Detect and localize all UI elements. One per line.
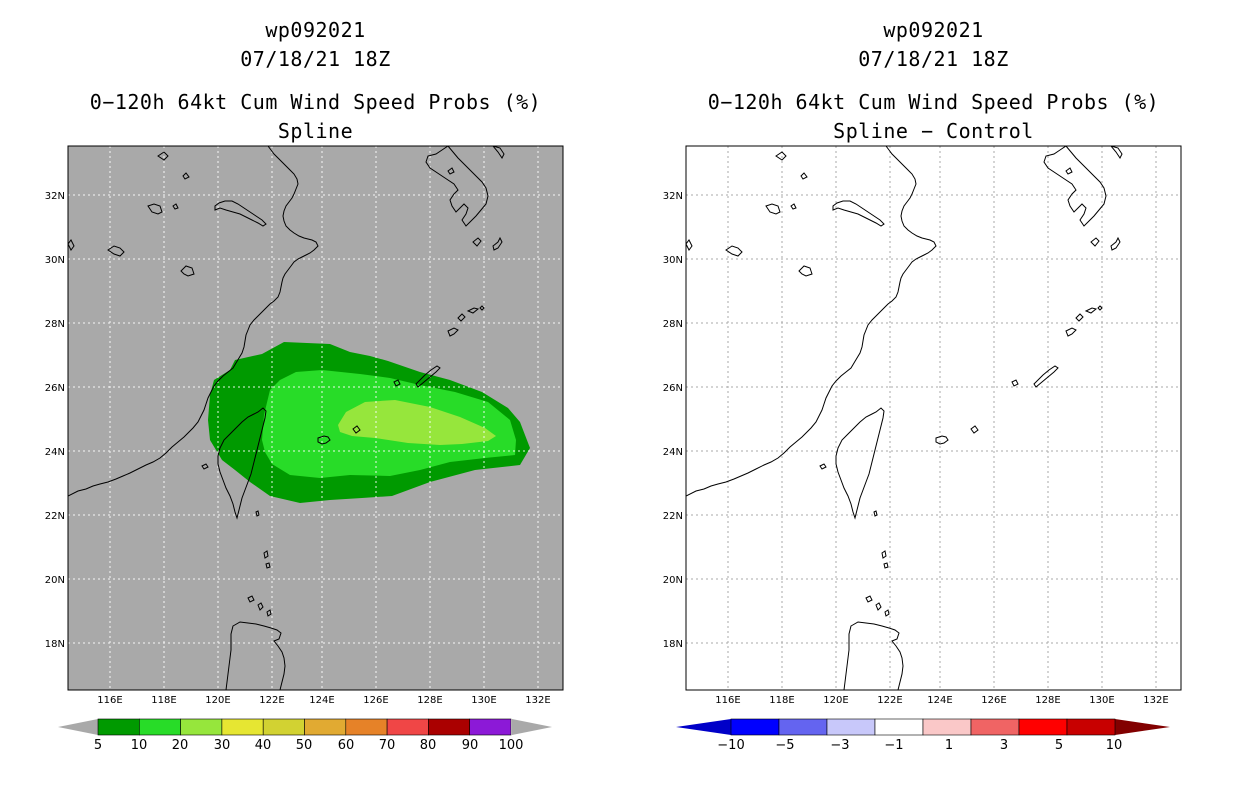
lon-label: 124E [927, 695, 952, 706]
lat-label: 22N [45, 511, 65, 522]
colorbar-label: 5 [1055, 738, 1063, 753]
lat-label: 28N [663, 319, 683, 330]
lon-label: 126E [363, 695, 388, 706]
lat-label: 24N [45, 447, 65, 458]
lat-label: 28N [45, 319, 65, 330]
lon-label: 122E [259, 695, 284, 706]
colorbar-label: 30 [214, 738, 231, 753]
lon-label: 130E [1089, 695, 1114, 706]
colorbar-swatch [345, 718, 388, 736]
left-colorbar-low-arrow [58, 719, 98, 735]
lon-label: 132E [1143, 695, 1168, 706]
lat-label: 30N [45, 255, 65, 266]
colorbar-label: 60 [338, 738, 355, 753]
lat-label: 20N [663, 575, 683, 586]
right-storm-id: wp092021 [883, 18, 984, 42]
right-datetime: 07/18/21 18Z [858, 47, 1009, 71]
colorbar-label: −10 [717, 738, 744, 753]
colorbar-swatch [221, 718, 264, 736]
lon-label: 120E [823, 695, 848, 706]
colorbar-label: 70 [379, 738, 396, 753]
colorbar-swatch [730, 718, 780, 736]
lon-label: 128E [1035, 695, 1060, 706]
lat-label: 32N [45, 191, 65, 202]
left-datetime: 07/18/21 18Z [240, 47, 391, 71]
lat-label: 20N [45, 575, 65, 586]
colorbar-swatch [922, 718, 972, 736]
lon-label: 116E [715, 695, 740, 706]
right-colorbar: −10 −5 −3 −1 1 3 5 10 [676, 718, 1170, 753]
right-map-frame [685, 145, 1182, 691]
colorbar-label: 100 [499, 738, 524, 753]
colorbar-swatch [428, 718, 470, 736]
colorbar-swatch [386, 718, 429, 736]
lon-label: 116E [97, 695, 122, 706]
lon-label: 128E [417, 695, 442, 706]
lat-label: 26N [45, 383, 65, 394]
lon-label: 118E [769, 695, 794, 706]
left-colorbar-high-arrow [512, 719, 552, 735]
lat-label: 26N [663, 383, 683, 394]
left-storm-id: wp092021 [265, 18, 366, 42]
colorbar-label: −3 [830, 738, 849, 753]
colorbar-swatch [826, 718, 876, 736]
colorbar-swatch [1066, 718, 1116, 736]
lon-label: 118E [151, 695, 176, 706]
left-gridlines [68, 146, 563, 690]
right-lon-labels: 116E 118E 120E 122E 124E 126E 128E 130E … [715, 695, 1168, 706]
lat-label: 30N [663, 255, 683, 266]
lat-label: 24N [663, 447, 683, 458]
colorbar-swatch [778, 718, 828, 736]
colorbar-swatch [180, 718, 223, 736]
colorbar-label: −1 [884, 738, 903, 753]
right-colorbar-high-arrow [1115, 719, 1170, 735]
colorbar-label: 20 [172, 738, 189, 753]
colorbar-label: 1 [945, 738, 953, 753]
lon-label: 132E [525, 695, 550, 706]
lat-label: 18N [663, 639, 683, 650]
colorbar-swatch [139, 718, 181, 736]
left-lat-labels: 32N 30N 28N 26N 24N 22N 20N 18N [45, 191, 65, 650]
colorbar-label: 5 [94, 738, 102, 753]
prob-contour-20 [338, 400, 496, 445]
colorbar-swatch [874, 718, 924, 736]
right-product-title: 0−120h 64kt Cum Wind Speed Probs (%) [707, 90, 1160, 114]
lat-label: 22N [663, 511, 683, 522]
left-map: 32N 30N 28N 26N 24N 22N 20N 18N 116E 118… [45, 145, 564, 706]
colorbar-label: −5 [775, 738, 794, 753]
lon-label: 122E [877, 695, 902, 706]
left-subtitle: Spline [277, 119, 354, 143]
left-colorbar: 5 10 20 30 40 50 60 70 80 90 100 [58, 718, 552, 753]
colorbar-label: 40 [255, 738, 272, 753]
lon-label: 124E [309, 695, 334, 706]
lon-label: 130E [471, 695, 496, 706]
colorbar-label: 50 [296, 738, 313, 753]
right-lat-labels: 32N 30N 28N 26N 24N 22N 20N 18N [663, 191, 683, 650]
lat-label: 32N [663, 191, 683, 202]
colorbar-label: 10 [1106, 738, 1123, 753]
colorbar-label: 90 [462, 738, 479, 753]
colorbar-label: 3 [1000, 738, 1008, 753]
left-lon-labels: 116E 118E 120E 122E 124E 126E 128E 130E … [97, 695, 550, 706]
colorbar-swatch [469, 718, 512, 736]
colorbar-label: 80 [420, 738, 437, 753]
colorbar-swatch [970, 718, 1020, 736]
right-colorbar-low-arrow [676, 719, 731, 735]
colorbar-swatch [304, 718, 347, 736]
right-map: 32N 30N 28N 26N 24N 22N 20N 18N 116E 118… [663, 145, 1182, 706]
right-subtitle: Spline − Control [833, 119, 1034, 143]
colorbar-swatch [97, 718, 140, 736]
lat-label: 18N [45, 639, 65, 650]
colorbar-swatch [262, 718, 305, 736]
right-gridlines [686, 146, 1181, 690]
left-product-title: 0−120h 64kt Cum Wind Speed Probs (%) [89, 90, 542, 114]
colorbar-swatch [1018, 718, 1068, 736]
lon-label: 120E [205, 695, 230, 706]
lon-label: 126E [981, 695, 1006, 706]
colorbar-label: 10 [131, 738, 148, 753]
